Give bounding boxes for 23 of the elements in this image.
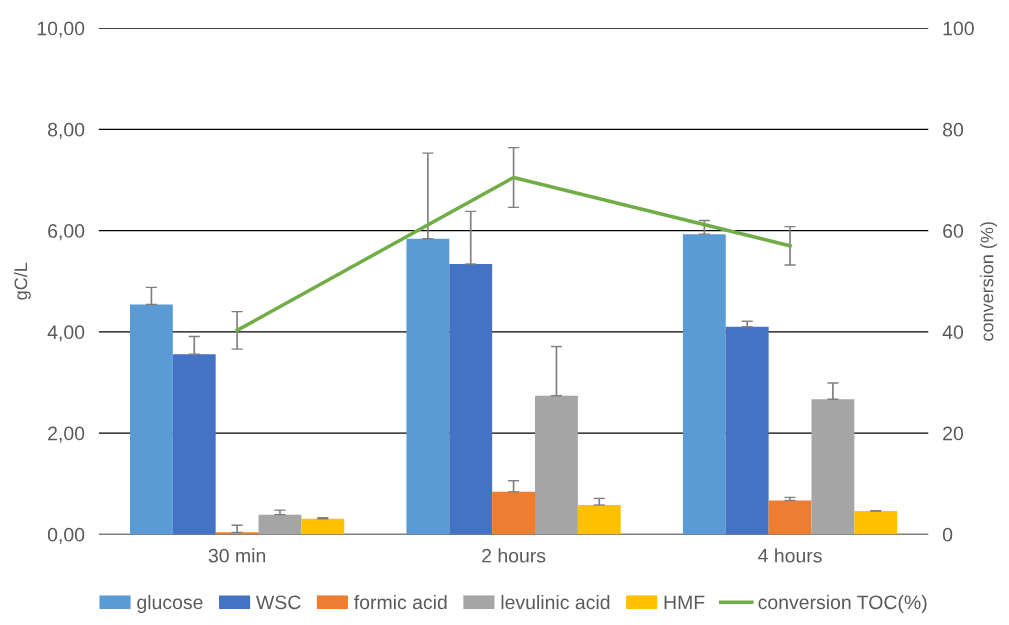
- y2-tick-label: 60: [943, 224, 964, 238]
- legend-label: formic acid: [354, 594, 447, 610]
- y-tick-label: 8,00: [48, 122, 85, 139]
- legend-label: conversion TOC(%): [758, 594, 927, 614]
- x-tick-label: 4 hours: [758, 548, 822, 563]
- legend-label: glucose: [137, 594, 203, 614]
- y-tick-label: 0,00: [47, 527, 85, 544]
- y-tick-label: 2,00: [48, 426, 85, 443]
- y2-tick-label: 100: [943, 21, 974, 36]
- x-tick-label: 2 hours: [482, 548, 546, 563]
- y-tick-label: 4,00: [47, 325, 85, 342]
- legend-label: WSC: [256, 595, 301, 610]
- legend-label: levulinic acid: [501, 594, 610, 610]
- x-tick-label: 30 min: [208, 548, 266, 563]
- y-axis-title: gC/L: [13, 262, 31, 300]
- y-tick-label: 10,00: [37, 21, 85, 38]
- y-tick-label: 6,00: [48, 224, 85, 241]
- y2-tick-label: 80: [943, 122, 964, 137]
- y2-tick-label: 40: [942, 325, 964, 340]
- y2-axis-title: conversion (%): [980, 222, 997, 341]
- y2-tick-label: 20: [943, 426, 964, 441]
- y2-tick-label: 0: [942, 527, 953, 542]
- legend-label: HMF: [664, 595, 705, 610]
